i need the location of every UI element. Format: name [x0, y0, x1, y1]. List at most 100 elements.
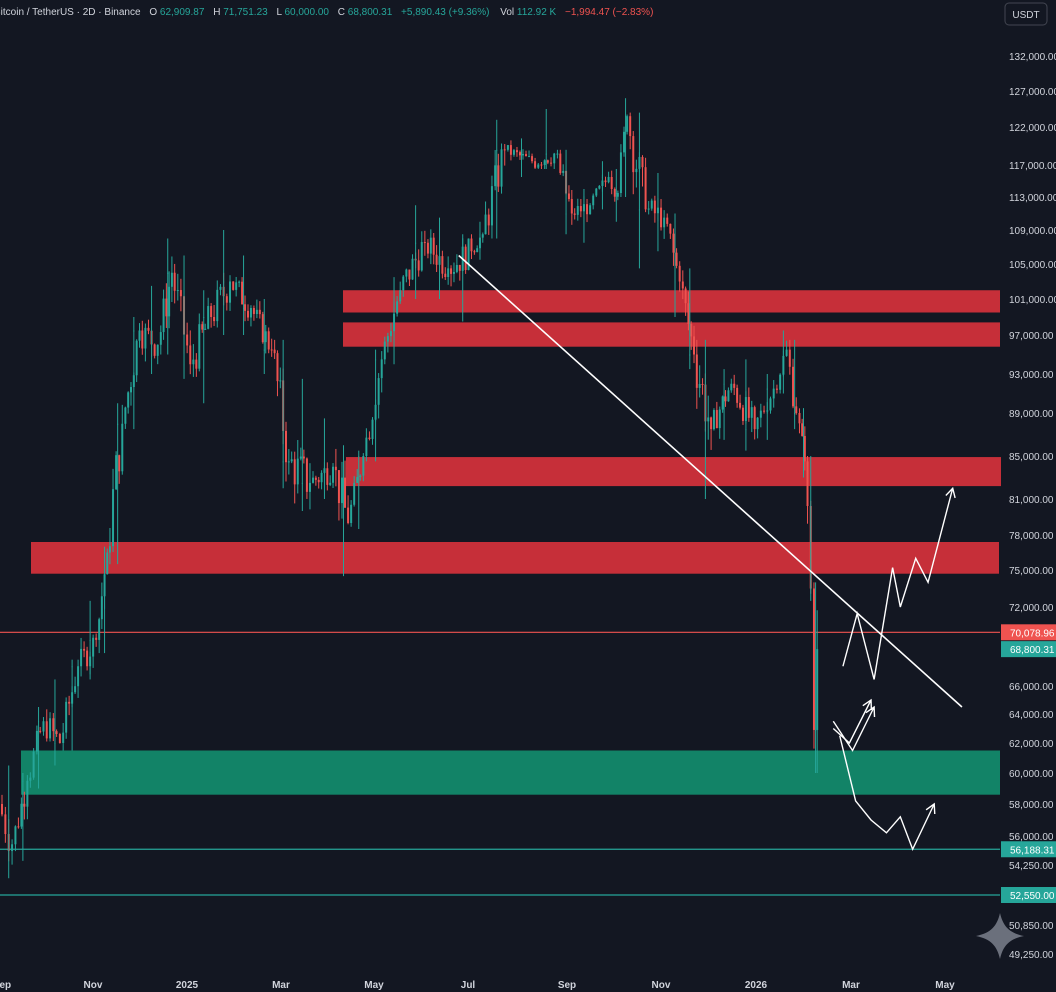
candle-body: [124, 407, 127, 424]
candle-body: [173, 272, 176, 291]
candle-body: [604, 180, 607, 183]
candle-body: [223, 281, 225, 283]
candle-body: [693, 336, 696, 355]
candle-body: [343, 523, 345, 524]
low-value: 60,000.00: [284, 7, 329, 18]
y-tick-label: 56,000.00: [1009, 832, 1054, 843]
candle-body: [246, 310, 249, 318]
candle-body: [707, 417, 710, 422]
candle-body: [264, 331, 267, 343]
candle-body: [74, 686, 77, 693]
y-tick-label: 127,000.00: [1009, 87, 1056, 98]
candle-body: [375, 359, 377, 361]
zone-layer: [21, 290, 1001, 795]
candle-body: [255, 309, 258, 314]
candle-body: [644, 167, 647, 210]
price-tag-background: [1001, 641, 1056, 658]
candle-body: [170, 272, 173, 287]
candle-body: [470, 238, 473, 252]
candle-body: [576, 206, 579, 215]
candle-body: [750, 407, 753, 418]
candle-body: [531, 156, 534, 162]
projection-arrowhead: [862, 698, 873, 711]
candle-body: [479, 234, 481, 236]
candle-body: [674, 281, 676, 283]
candle-body: [710, 417, 713, 430]
candle-body: [1, 804, 3, 815]
close-value: 68,800.31: [348, 7, 393, 18]
symbol-legend: Bitcoin / TetherUS · 2D · Binance O 62,9…: [0, 7, 653, 18]
candle-body: [130, 387, 133, 393]
candle-body: [690, 324, 693, 337]
y-tick-label: 78,000.00: [1009, 531, 1054, 542]
candle-body: [794, 413, 796, 414]
high-value: 71,751.23: [223, 7, 268, 18]
candle-body: [417, 260, 420, 271]
candle-body: [329, 482, 332, 485]
candle-body: [389, 331, 392, 337]
candle-body: [32, 751, 35, 778]
candle-body: [812, 588, 815, 730]
candle-body: [704, 429, 706, 431]
candle-body: [570, 199, 573, 214]
y-tick-label: 93,000.00: [1009, 370, 1054, 381]
candle-body: [4, 814, 7, 835]
candle-body: [337, 470, 340, 504]
vol-value: 112.92 K: [517, 7, 557, 18]
candle-body: [156, 344, 159, 356]
candle-body: [562, 170, 565, 173]
candle-body: [332, 466, 335, 483]
candle-body: [293, 459, 296, 485]
candle-body: [452, 271, 455, 274]
candle-body: [689, 354, 691, 356]
candle-body: [629, 116, 632, 137]
close-label: C: [338, 7, 345, 18]
y-tick-label: 97,000.00: [1009, 331, 1054, 342]
symbol-name: Bitcoin / TetherUS · 2D · Binance: [0, 7, 141, 18]
candle-body: [613, 189, 616, 197]
candle-body: [141, 330, 144, 349]
candle-body: [323, 466, 325, 468]
candle-body: [11, 844, 14, 852]
candle-body: [715, 410, 718, 429]
support-zone: [21, 750, 1000, 795]
y-tick-label: 60,000.00: [1009, 769, 1054, 780]
candle-body: [625, 116, 627, 118]
candle-body: [739, 402, 742, 408]
candle-body: [356, 477, 359, 483]
y-tick-label: 64,000.00: [1009, 710, 1054, 721]
candle-body: [153, 344, 156, 356]
trendline-layer: [458, 254, 963, 708]
candle-body: [189, 345, 192, 365]
candle-body: [415, 242, 417, 244]
candle-body: [350, 504, 353, 523]
candle-body: [55, 731, 58, 734]
candle-body: [756, 417, 759, 430]
candle-body: [736, 387, 739, 403]
candle-body: [766, 388, 768, 390]
candle-body: [763, 410, 766, 412]
projection-arrowhead: [865, 705, 876, 718]
candle-body: [592, 195, 595, 206]
candle-body: [108, 546, 111, 553]
low-label: L: [276, 7, 282, 18]
candle-body: [537, 164, 540, 168]
candle-body: [444, 273, 447, 278]
candle-body: [672, 233, 675, 253]
candle-body: [759, 410, 762, 418]
candle-body: [534, 161, 537, 168]
candle-body: [301, 482, 303, 484]
candle-body: [287, 461, 290, 463]
candle-body: [678, 265, 681, 282]
candle-body: [718, 409, 721, 429]
candle-body: [484, 214, 487, 235]
candle-body: [241, 281, 244, 305]
candle-body: [506, 145, 509, 150]
candle-body: [476, 248, 479, 253]
currency-button[interactable]: USDT: [1004, 2, 1048, 26]
candle-body: [204, 328, 207, 330]
candle-body: [38, 721, 40, 723]
candle-body: [393, 290, 395, 292]
candle-body: [623, 131, 626, 153]
